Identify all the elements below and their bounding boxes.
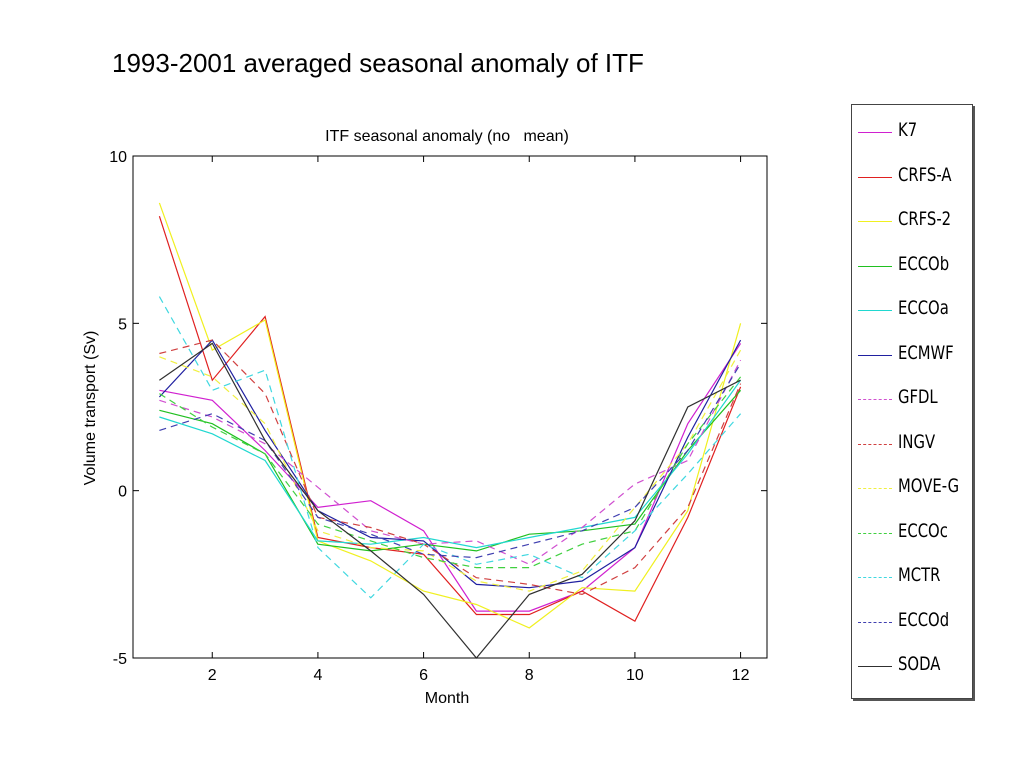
series-line-soda (159, 342, 741, 659)
x-tick-label: 2 (208, 667, 217, 684)
series-line-k7 (159, 343, 742, 612)
plot-area (132, 155, 768, 659)
legend-label: INGV (898, 430, 936, 453)
legend-label: ECMWF (898, 341, 954, 364)
series-line-crfs-a (158, 216, 742, 623)
legend-swatch (858, 265, 892, 267)
legend-swatch (858, 399, 892, 400)
legend-item: CRFS-2 (852, 200, 970, 244)
slide-title: 1993-2001 averaged seasonal anomaly of I… (112, 48, 644, 78)
y-axis-label: Volume transport (Sv) (82, 331, 99, 486)
legend-label: ECCOd (898, 608, 950, 631)
legend-swatch (858, 577, 892, 578)
x-ticks: 2 4 6 8 10 12 (208, 156, 750, 684)
legend-item: ECMWF (852, 334, 970, 378)
legend-swatch (858, 666, 892, 667)
legend-swatch (858, 488, 892, 489)
legend-item: GFDL (852, 378, 970, 422)
legend-item: MCTR (852, 556, 970, 600)
x-tick-label: 8 (525, 667, 534, 684)
series-line-ingv (159, 339, 742, 596)
legend-swatch (858, 621, 892, 623)
legend-item: CRFS-A (852, 156, 970, 200)
series-line-crfs-2 (158, 202, 742, 629)
y-tick-label: -5 (113, 651, 127, 668)
x-axis-label: Month (425, 690, 469, 707)
legend-item: ECCOd (852, 601, 970, 645)
series-line-move-g (159, 349, 742, 592)
x-tick-label: 10 (626, 667, 644, 684)
series-line-ecmwf (158, 339, 742, 589)
legend-swatch (858, 354, 892, 356)
legend-label: GFDL (898, 386, 938, 408)
legend-label: ECCOb (898, 252, 950, 275)
series-line-mctr (158, 296, 742, 599)
legend-item: MOVE-G (852, 467, 970, 511)
series-line-eccod (159, 363, 742, 559)
legend-swatch (858, 132, 892, 133)
x-tick-label: 12 (732, 667, 750, 684)
legend: K7 CRFS-A CRFS-2 ECCOb ECCOa ECMWF GFDL INGV MOV… (851, 104, 973, 699)
legend-swatch (858, 443, 892, 445)
legend-label: K7 (898, 119, 918, 141)
legend-swatch (858, 532, 892, 534)
legend-item: ECCOb (852, 245, 970, 289)
legend-item: ECCOa (852, 289, 970, 333)
legend-swatch (858, 176, 892, 178)
legend-item: INGV (852, 423, 970, 467)
legend-item: K7 (852, 111, 970, 155)
legend-label: ECCOc (898, 519, 948, 542)
series-line-eccoc (159, 376, 742, 569)
legend-item: SODA (852, 645, 970, 689)
y-tick-label: 0 (118, 484, 127, 501)
chart-title: ITF seasonal anomaly (no mean) (325, 128, 569, 145)
legend-label: SODA (898, 653, 941, 675)
legend-label: ECCOa (898, 297, 949, 319)
y-ticks: 10 5 0 -5 (109, 149, 767, 668)
x-tick-label: 4 (313, 667, 322, 684)
x-tick-label: 6 (419, 667, 428, 684)
legend-label: CRFS-2 (898, 208, 952, 230)
data-lines (158, 202, 742, 659)
legend-swatch (858, 221, 892, 222)
y-tick-label: 5 (118, 316, 127, 333)
legend-label: CRFS-A (898, 163, 952, 186)
legend-swatch (858, 310, 892, 311)
series-line-eccoa (159, 379, 742, 549)
legend-label: MCTR (898, 564, 941, 586)
y-tick-label: 10 (109, 149, 127, 166)
legend-label: MOVE-G (898, 475, 960, 497)
legend-item: ECCOc (852, 512, 970, 556)
